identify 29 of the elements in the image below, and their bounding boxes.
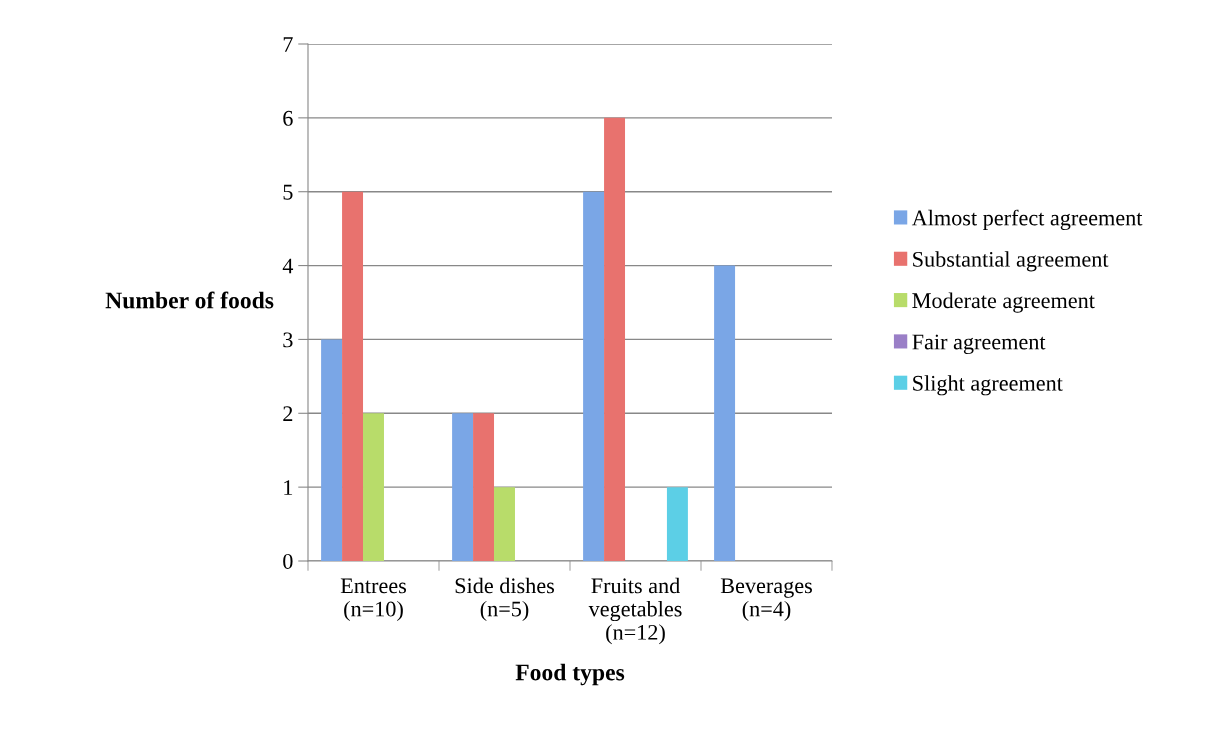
x-tick-label: Entrees (n=10) [340,578,407,622]
bar [321,339,343,561]
bar [363,413,384,561]
bar [666,487,688,561]
bar [604,117,626,561]
y-tick-label: 5 [283,184,293,200]
bar [494,487,515,561]
legend-label: Slight agreement [913,375,1063,396]
legend-label: Almost perfect agreement [911,209,1143,231]
y-axis-title: Number of foods [105,291,274,309]
y-tick-label: 2 [283,406,293,421]
y-tick-label: 1 [284,480,293,495]
legend-label: Fair agreement [912,334,1046,355]
legend-label: Moderate agreement [912,292,1095,313]
bar [452,413,474,561]
bar [473,413,495,561]
y-tick-label: 3 [283,332,293,348]
y-tick-label: 7 [283,37,293,52]
bar [342,191,364,561]
x-tick-label: Side dishes (n=5) [455,577,554,622]
x-tick-label: Fruits and vegetables (n=12) [588,577,682,645]
y-tick-label: 6 [283,110,293,126]
legend-label: Substantial agreement [913,251,1109,272]
y-tick-label: 4 [282,258,294,274]
y-tick-label: 0 [283,553,293,569]
bar [583,191,605,561]
x-tick-label: Beverages (n=4) [720,578,812,622]
x-axis-title: Food types [515,663,625,686]
bar [714,265,736,561]
